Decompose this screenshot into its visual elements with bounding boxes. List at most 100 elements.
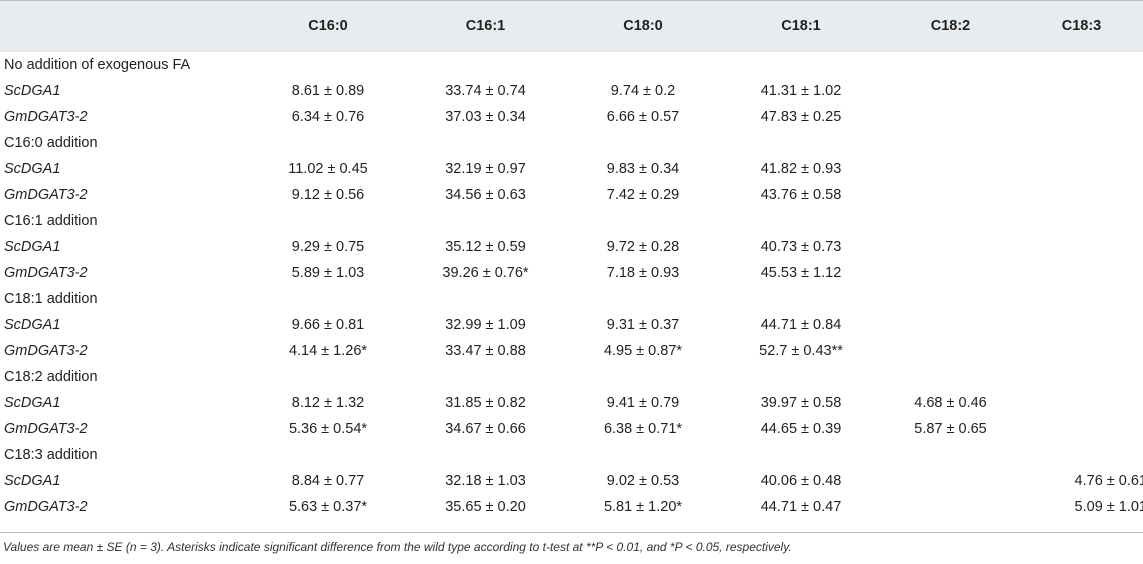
table-row: ScDGA1 8.12 ± 1.32 31.85 ± 0.82 9.41 ± 0… <box>0 390 1143 416</box>
table-row: GmDGAT3-2 5.63 ± 0.37* 35.65 ± 0.20 5.81… <box>0 494 1143 520</box>
value-cell-c18-1: 52.7 ± 0.43** <box>759 343 843 359</box>
header-cell-c16-0: C16:0 <box>308 18 348 34</box>
group-row: C16:1 addition <box>0 208 1143 234</box>
value-cell-c16-0: 5.89 ± 1.03 <box>291 265 365 281</box>
gene-cell: ScDGA1 <box>4 473 61 489</box>
value-cell-c18-2 <box>885 338 1016 364</box>
group-label: C18:1 addition <box>4 291 98 307</box>
gene-cell: GmDGAT3-2 <box>4 187 88 203</box>
value-cell-c18-0: 5.81 ± 1.20* <box>603 499 683 515</box>
group-label: C18:3 addition <box>4 447 98 463</box>
value-cell-c18-0: 9.74 ± 0.2 <box>610 83 676 99</box>
value-cell-c18-0: 6.38 ± 0.71* <box>603 421 683 437</box>
value-cell-c16-0: 5.36 ± 0.54* <box>288 421 368 437</box>
value-cell-c18-1: 40.06 ± 0.48 <box>760 473 842 489</box>
header-cell-c18-2: C18:2 <box>930 18 971 34</box>
value-cell-c18-0: 7.42 ± 0.29 <box>606 187 680 203</box>
value-cell-c16-0: 11.02 ± 0.45 <box>288 161 368 177</box>
value-cell-c18-3 <box>1016 182 1143 208</box>
table-row: ScDGA1 9.29 ± 0.75 35.12 ± 0.59 9.72 ± 0… <box>0 234 1143 260</box>
value-cell-c18-3 <box>1016 234 1143 260</box>
value-cell-c16-1: 37.03 ± 0.34 <box>445 109 526 125</box>
fatty-acid-table: C16:0 C16:1 C18:0 C18:1 C18:2 C18:3 No a… <box>0 0 1143 520</box>
value-cell-c18-1: 39.97 ± 0.58 <box>760 395 842 411</box>
value-cell-c18-1: 41.31 ± 1.02 <box>760 83 842 99</box>
value-cell-c16-0: 8.84 ± 0.77 <box>291 473 365 489</box>
value-cell-c18-0: 9.02 ± 0.53 <box>606 473 680 489</box>
value-cell-c18-3 <box>1016 312 1143 338</box>
value-cell-c18-1: 44.71 ± 0.47 <box>760 499 842 515</box>
gene-cell: GmDGAT3-2 <box>4 265 88 281</box>
value-cell-c16-1: 33.74 ± 0.74 <box>445 83 526 99</box>
value-cell-c16-1: 34.56 ± 0.63 <box>445 187 526 203</box>
value-cell-c18-1: 41.82 ± 0.93 <box>760 161 842 177</box>
value-cell-c18-3 <box>1016 260 1143 286</box>
group-label: C16:1 addition <box>4 213 98 229</box>
group-row: C18:2 addition <box>0 364 1143 390</box>
header-cell-c18-3: C18:3 <box>1061 18 1102 34</box>
table-row: GmDGAT3-2 6.34 ± 0.76 37.03 ± 0.34 6.66 … <box>0 104 1143 130</box>
value-cell-c16-0: 8.12 ± 1.32 <box>291 395 365 411</box>
value-cell-c18-3: 4.76 ± 0.61 <box>1074 473 1143 489</box>
table-row: GmDGAT3-2 5.36 ± 0.54* 34.67 ± 0.66 6.38… <box>0 416 1143 442</box>
value-cell-c16-1: 32.99 ± 1.09 <box>445 317 526 333</box>
value-cell-c18-0: 6.66 ± 0.57 <box>606 109 680 125</box>
value-cell-c18-2 <box>885 156 1016 182</box>
value-cell-c18-2 <box>885 312 1016 338</box>
value-cell-c16-0: 5.63 ± 0.37* <box>288 499 368 515</box>
value-cell-c18-2 <box>885 468 1016 494</box>
value-cell-c16-0: 8.61 ± 0.89 <box>291 83 365 99</box>
value-cell-c18-3 <box>1016 104 1143 130</box>
value-cell-c18-1: 44.71 ± 0.84 <box>760 317 842 333</box>
value-cell-c16-1: 35.12 ± 0.59 <box>445 239 526 255</box>
value-cell-c18-1: 44.65 ± 0.39 <box>760 421 842 437</box>
value-cell-c18-0: 9.41 ± 0.79 <box>606 395 680 411</box>
value-cell-c18-2 <box>885 104 1016 130</box>
value-cell-c18-2 <box>885 494 1016 520</box>
table-row: GmDGAT3-2 9.12 ± 0.56 34.56 ± 0.63 7.42 … <box>0 182 1143 208</box>
value-cell-c16-1: 32.18 ± 1.03 <box>445 473 526 489</box>
group-label: C16:0 addition <box>4 135 98 151</box>
table-row: ScDGA1 8.84 ± 0.77 32.18 ± 1.03 9.02 ± 0… <box>0 468 1143 494</box>
table-footnote: Values are mean ± SE (n = 3). Asterisks … <box>3 540 792 554</box>
value-cell-c16-1: 39.26 ± 0.76* <box>442 265 529 281</box>
table-row: ScDGA1 11.02 ± 0.45 32.19 ± 0.97 9.83 ± … <box>0 156 1143 182</box>
table-row: ScDGA1 9.66 ± 0.81 32.99 ± 1.09 9.31 ± 0… <box>0 312 1143 338</box>
value-cell-c18-3: 5.09 ± 1.01 <box>1074 499 1143 515</box>
gene-cell: ScDGA1 <box>4 395 61 411</box>
gene-cell: GmDGAT3-2 <box>4 499 88 515</box>
gene-cell: ScDGA1 <box>4 83 61 99</box>
gene-cell: GmDGAT3-2 <box>4 343 88 359</box>
group-row: C18:3 addition <box>0 442 1143 468</box>
header-background <box>0 0 1143 52</box>
group-row: No addition of exogenous FA <box>0 52 1143 78</box>
gene-cell: ScDGA1 <box>4 161 61 177</box>
value-cell-c18-2 <box>885 260 1016 286</box>
value-cell-c18-1: 45.53 ± 1.12 <box>760 265 842 281</box>
value-cell-c18-2 <box>885 182 1016 208</box>
gene-cell: GmDGAT3-2 <box>4 421 88 437</box>
group-row: C16:0 addition <box>0 130 1143 156</box>
group-label: No addition of exogenous FA <box>4 57 191 73</box>
value-cell-c18-1: 47.83 ± 0.25 <box>760 109 842 125</box>
value-cell-c18-0: 9.31 ± 0.37 <box>606 317 680 333</box>
value-cell-c16-0: 6.34 ± 0.76 <box>291 109 365 125</box>
header-cell-c18-0: C18:0 <box>623 18 663 34</box>
value-cell-c16-0: 9.29 ± 0.75 <box>291 239 365 255</box>
value-cell-c18-1: 40.73 ± 0.73 <box>760 239 842 255</box>
value-cell-c16-1: 33.47 ± 0.88 <box>445 343 526 359</box>
value-cell-c16-1: 31.85 ± 0.82 <box>445 395 526 411</box>
value-cell-c18-3 <box>1016 156 1143 182</box>
value-cell-c16-1: 35.65 ± 0.20 <box>445 499 526 515</box>
table-bottom-rule <box>0 532 1143 533</box>
value-cell-c18-0: 9.83 ± 0.34 <box>606 161 680 177</box>
header-row: C16:0 C16:1 C18:0 C18:1 C18:2 C18:3 <box>0 0 1143 52</box>
value-cell-c18-3 <box>1016 338 1143 364</box>
value-cell-c18-0: 7.18 ± 0.93 <box>606 265 680 281</box>
header-cell-label <box>0 0 254 52</box>
value-cell-c18-2 <box>885 234 1016 260</box>
gene-cell: ScDGA1 <box>4 239 61 255</box>
value-cell-c18-3 <box>1016 78 1143 104</box>
group-label: C18:2 addition <box>4 369 98 385</box>
